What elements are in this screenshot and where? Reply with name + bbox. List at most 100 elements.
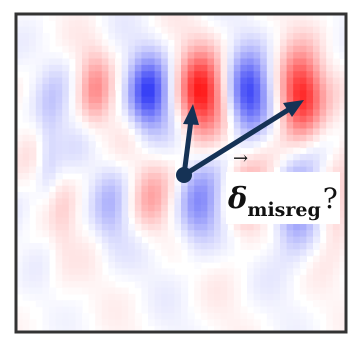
heatmap-cell xyxy=(220,274,228,282)
heatmap-cell xyxy=(200,52,208,60)
heatmap-cell xyxy=(187,217,195,225)
heatmap-cell xyxy=(82,312,90,320)
heatmap-cell xyxy=(286,281,294,289)
heatmap-cell xyxy=(214,26,222,34)
heatmap-cell xyxy=(181,223,189,231)
heatmap-cell xyxy=(207,71,215,79)
heatmap-cell xyxy=(339,96,346,104)
heatmap-cell xyxy=(220,14,228,21)
heatmap-cell xyxy=(319,166,327,174)
heatmap-cell xyxy=(227,96,235,104)
heatmap-cell xyxy=(332,274,340,282)
heatmap-cell xyxy=(29,77,37,85)
heatmap-cell xyxy=(227,300,235,308)
heatmap-cell xyxy=(313,325,321,332)
heatmap-cell xyxy=(154,262,162,269)
heatmap-cell xyxy=(227,77,235,85)
heatmap-cell xyxy=(326,236,334,244)
heatmap-cell xyxy=(154,236,162,244)
heatmap-cell xyxy=(200,223,208,231)
heatmap-cell xyxy=(174,217,182,225)
heatmap-cell xyxy=(253,293,261,301)
heatmap-cell xyxy=(82,83,90,91)
heatmap-cell xyxy=(207,223,215,231)
heatmap-cell xyxy=(227,312,235,320)
delta-glyph: δ xyxy=(228,181,248,215)
heatmap-cell xyxy=(313,58,321,66)
heatmap-cell xyxy=(207,274,215,282)
heatmap-cell xyxy=(29,242,37,250)
heatmap-cell xyxy=(286,223,294,231)
heatmap-cell xyxy=(62,83,70,91)
heatmap-cell xyxy=(181,20,189,28)
heatmap-cell xyxy=(286,319,294,327)
heatmap-cell xyxy=(141,192,149,200)
heatmap-cell xyxy=(82,236,90,244)
heatmap-cell xyxy=(240,58,248,66)
heatmap-cell xyxy=(306,230,314,238)
heatmap-cell xyxy=(55,96,63,104)
heatmap-cell xyxy=(49,319,57,327)
heatmap-cell xyxy=(214,300,222,308)
heatmap-cell xyxy=(181,58,189,66)
heatmap-cell xyxy=(22,115,30,123)
heatmap-cell xyxy=(108,103,116,110)
heatmap-cell xyxy=(55,77,63,85)
heatmap-cell xyxy=(247,293,255,301)
heatmap-cell xyxy=(154,230,162,238)
heatmap-cell xyxy=(29,52,37,60)
heatmap-cell xyxy=(121,236,129,244)
heatmap-cell xyxy=(332,325,340,332)
heatmap-cell xyxy=(214,192,222,200)
heatmap-cell xyxy=(49,223,57,231)
heatmap-cell xyxy=(29,39,37,47)
heatmap-cell xyxy=(108,33,116,41)
heatmap-cell xyxy=(42,160,50,168)
heatmap-cell xyxy=(181,14,189,21)
heatmap-cell xyxy=(82,134,90,142)
heatmap-cell xyxy=(233,20,241,28)
heatmap-cell xyxy=(227,33,235,41)
heatmap-cell xyxy=(128,173,136,180)
heatmap-cell xyxy=(148,58,156,66)
heatmap-cell xyxy=(286,33,294,41)
heatmap-cell xyxy=(134,14,142,21)
heatmap-cell xyxy=(62,217,70,225)
heatmap-cell xyxy=(101,306,109,314)
heatmap-cell xyxy=(220,26,228,34)
heatmap-cell xyxy=(306,147,314,155)
heatmap-cell xyxy=(75,319,83,327)
heatmap-cell xyxy=(161,211,169,219)
heatmap-cell xyxy=(260,26,268,34)
heatmap-cell xyxy=(154,109,162,117)
heatmap-cell xyxy=(121,52,129,60)
displacement-arrows xyxy=(176,100,304,183)
heatmap-cell xyxy=(253,115,261,123)
heatmap-cell xyxy=(121,103,129,110)
heatmap-cell xyxy=(161,306,169,314)
heatmap-cell xyxy=(280,274,288,282)
heatmap-cell xyxy=(306,83,314,91)
heatmap-cell xyxy=(154,255,162,263)
heatmap-cell xyxy=(42,179,50,187)
heatmap-cell xyxy=(115,153,123,161)
heatmap-cell xyxy=(332,306,340,314)
heatmap-cell xyxy=(75,185,83,193)
heatmap-cell xyxy=(62,325,70,332)
heatmap-cell xyxy=(280,77,288,85)
heatmap-cell xyxy=(273,262,281,269)
heatmap-cell xyxy=(62,58,70,66)
heatmap-cell xyxy=(141,141,149,149)
heatmap-cell xyxy=(181,39,189,47)
heatmap-cell xyxy=(88,71,96,79)
heatmap-cell xyxy=(326,319,334,327)
heatmap-cell xyxy=(108,249,116,257)
heatmap-cell xyxy=(68,287,76,295)
heatmap-cell xyxy=(141,255,149,263)
heatmap-cell xyxy=(108,96,116,104)
heatmap-cell xyxy=(293,300,301,308)
heatmap-cell xyxy=(128,90,136,98)
heatmap-cell xyxy=(220,39,228,47)
heatmap-cell xyxy=(306,115,314,123)
heatmap-cell xyxy=(194,45,202,53)
